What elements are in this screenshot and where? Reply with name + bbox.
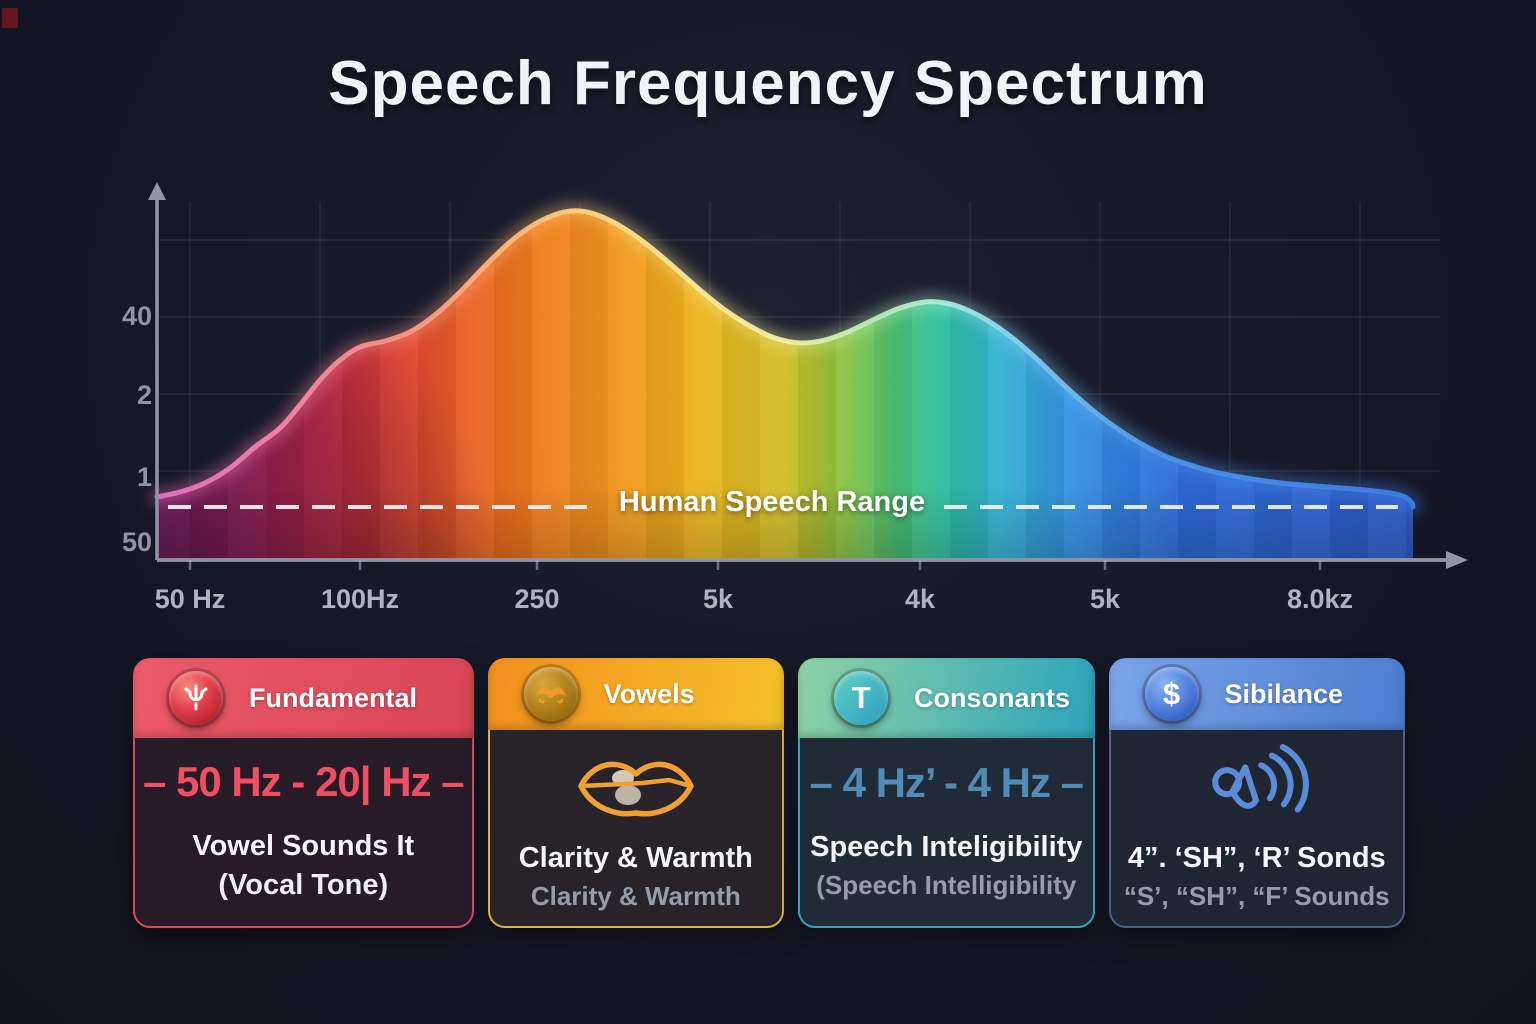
x-tick-label: 5k xyxy=(1089,584,1121,614)
dollar-s-icon: $ xyxy=(1144,667,1199,721)
lips-emblem-icon xyxy=(523,667,578,721)
spectrum-area-chart xyxy=(148,182,1468,570)
info-card-vowels: Vowels Clarity & Warmth Clarity & Warmth xyxy=(487,658,785,928)
card-primary-text: Speech Inteligibility xyxy=(810,831,1083,863)
y-tick-label: 40 xyxy=(121,301,152,331)
info-card-consonants: T Consonants – 4 Hz’ - 4 Hz – Speech Inteli… xyxy=(798,658,1095,928)
card-secondary-text: “S’, “SH”, “F’ Sounds xyxy=(1123,881,1390,911)
x-tick-label: 5k xyxy=(702,584,734,614)
card-primary-text: Vowel Sounds It xyxy=(192,830,415,862)
info-card-fundamental: Fundamental – 50 Hz - 20| Hz – Vowel Sound… xyxy=(133,658,474,928)
y-tick-label: 2 xyxy=(136,380,152,410)
card-body: Clarity & Warmth Clarity & Warmth xyxy=(487,730,785,928)
card-body: – 50 Hz - 20| Hz – Vowel Sounds It (Vocal … xyxy=(133,738,474,928)
card-title: Consonants xyxy=(914,682,1071,713)
card-body: 4”. ‘SH”, ‘R’ Sonds “S’, “SH”, “F’ Sounds xyxy=(1108,730,1405,928)
axes xyxy=(148,182,1468,570)
card-primary-text: 4”. ‘SH”, ‘R’ Sonds xyxy=(1127,842,1386,874)
lips-icon-holder xyxy=(573,740,699,832)
x-tick-label: 100Hz xyxy=(320,584,400,614)
x-tick-label: 250 xyxy=(514,584,560,614)
human-speech-range-label: Human Speech Range xyxy=(618,486,926,518)
card-header: Vowels xyxy=(487,658,785,730)
spectrum-curve-line xyxy=(154,208,1416,510)
letter-t-icon: T xyxy=(834,671,889,725)
y-tick-label: 1 xyxy=(136,462,152,492)
card-header: $ Sibilance xyxy=(1108,658,1405,730)
x-tick-label: 50 Hz xyxy=(154,584,226,614)
frequency-spectrum-chart xyxy=(0,180,1536,580)
x-tick-label: 8.0kz xyxy=(1286,584,1354,614)
card-secondary-text: (Vocal Tone) xyxy=(218,869,389,901)
info-cards-row: Fundamental – 50 Hz - 20| Hz – Vowel Sound… xyxy=(133,658,1405,928)
info-card-sibilance: $ Sibilance 4”. ‘SH”, ‘R’ Sonds “S’, “SH”,… xyxy=(1108,658,1405,928)
microphone-icon xyxy=(184,684,208,711)
card-title: Vowels xyxy=(603,678,695,709)
y-tick-label: 50 xyxy=(121,527,152,557)
card-secondary-text: Clarity & Warmth xyxy=(530,881,741,911)
mustache-glyph xyxy=(535,687,566,704)
corner-artifact xyxy=(2,8,18,28)
card-secondary-text: (Speech Intelligibility xyxy=(816,870,1077,900)
card-title: Sibilance xyxy=(1224,678,1344,709)
card-body: – 4 Hz’ - 4 Hz – Speech Inteligibility (Sp… xyxy=(798,738,1095,928)
card-header: T Consonants xyxy=(798,658,1095,738)
card-title: Fundamental xyxy=(249,682,418,713)
card-primary-text: Clarity & Warmth xyxy=(518,842,753,874)
lips-icon xyxy=(578,761,694,817)
card-header: Fundamental xyxy=(133,658,474,738)
card-frequency-range: – 50 Hz - 20| Hz – xyxy=(143,758,465,805)
speaker-sound-icon xyxy=(1211,744,1309,813)
speaker-icon-holder xyxy=(1202,740,1312,832)
x-tick-label: 4k xyxy=(904,584,936,614)
page-title: Speech Frequency Spectrum xyxy=(328,49,1208,118)
card-frequency-range: – 4 Hz’ - 4 Hz – xyxy=(809,759,1084,806)
microphone-icon xyxy=(169,671,223,725)
